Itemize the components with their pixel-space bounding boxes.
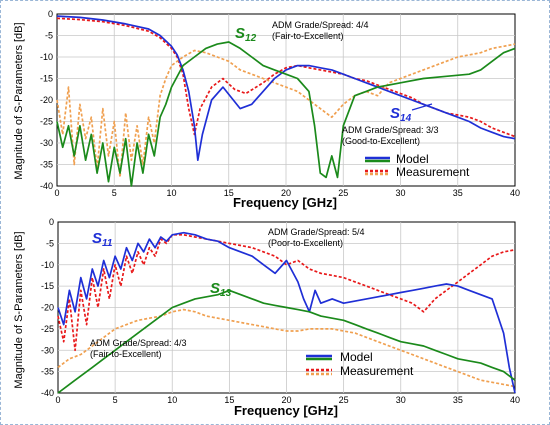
s13-adm-line2: (Fair-to-Excellent): [90, 349, 162, 359]
top-series: [56, 15, 516, 187]
y-tick-label: -10: [40, 52, 53, 62]
y-tick-label: -10: [41, 260, 54, 270]
x-tick-label: 20: [281, 395, 291, 405]
s14-adm-line2: (Good-to-Excellent): [342, 136, 420, 146]
x-tick-label: 5: [112, 188, 117, 198]
bottom-grid: [58, 222, 515, 393]
top-x-axis-label: Frequency [GHz]: [233, 195, 337, 210]
y-tick-label: -25: [40, 117, 53, 127]
y-tick-label: -30: [41, 345, 54, 355]
y-tick-label: -40: [41, 388, 54, 398]
s14-adm-line1: ADM Grade/Spread: 3/3: [342, 125, 439, 135]
bottom-legend-meas-label: Measurement: [340, 364, 414, 378]
x-tick-label: 35: [453, 395, 463, 405]
x-tick-label: 0: [55, 395, 60, 405]
s12-adm-line2: (Fair-to-Excellent): [272, 31, 344, 41]
bottom-series: [57, 231, 516, 394]
bottom-legend-model-label: Model: [340, 350, 373, 364]
y-tick-label: -35: [40, 160, 53, 170]
bottom-y-axis-label: Magnitude of S-Parameters [dB]: [13, 231, 25, 388]
s13-label: S13: [210, 280, 232, 299]
top-legend: Model Measurement: [365, 152, 470, 179]
x-tick-label: 10: [166, 188, 176, 198]
s13-measurement-line: [57, 308, 516, 388]
x-tick-label: 5: [113, 395, 118, 405]
s12-model-line: [56, 41, 516, 187]
y-tick-label: -30: [40, 138, 53, 148]
top-grid: [57, 14, 515, 186]
s14-model-line: [56, 15, 516, 162]
s11-measurement-line: [57, 233, 516, 352]
x-tick-label: 10: [167, 395, 177, 405]
s11-adm-line2: (Poor-to-Excellent): [268, 238, 343, 248]
bottom-panel: 0 5 10 15 20 25 30 35 40 0 -5 -10 -15 -20 -25 -30 -35 -40…: [13, 217, 520, 418]
bottom-x-axis-label: Frequency [GHz]: [234, 403, 338, 418]
top-y-axis-label: Magnitude of S-Parameters [dB]: [13, 22, 25, 179]
x-tick-label: 30: [396, 395, 406, 405]
bottom-legend: Model Measurement: [306, 350, 414, 378]
y-tick-label: -15: [41, 281, 54, 291]
y-tick-label: 0: [48, 9, 53, 19]
s11-adm-line1: ADM Grade/Spread: 5/4: [268, 227, 365, 237]
y-tick-label: -20: [40, 95, 53, 105]
x-tick-label: 15: [224, 188, 234, 198]
s12-label: S12: [235, 25, 257, 44]
x-tick-label: 20: [281, 188, 291, 198]
x-tick-label: 40: [510, 188, 520, 198]
y-tick-label: -40: [40, 181, 53, 191]
x-tick-label: 15: [224, 395, 234, 405]
s14-pointer-arrow: [411, 103, 433, 111]
s12-measurement-line: [56, 43, 516, 179]
s12-adm-line1: ADM Grade/Spread: 4/4: [272, 20, 369, 30]
top-legend-model-label: Model: [396, 152, 429, 166]
y-tick-label: -5: [46, 238, 54, 248]
x-tick-label: 35: [453, 188, 463, 198]
y-tick-label: -20: [41, 303, 54, 313]
s13-model-line: [57, 289, 516, 394]
x-tick-label: 0: [54, 188, 59, 198]
bottom-tick-labels: 0 5 10 15 20 25 30 35 40 0 -5 -10 -15 -20 -25 -30 -35 -40: [41, 217, 520, 405]
y-tick-label: -25: [41, 324, 54, 334]
y-tick-label: -35: [41, 367, 54, 377]
x-tick-label: 25: [338, 188, 348, 198]
s14-label: S14: [390, 105, 412, 124]
y-tick-label: -15: [40, 74, 53, 84]
s11-label: S11: [92, 230, 113, 249]
s11-model-line: [57, 231, 516, 394]
s13-adm-line1: ADM Grade/Spread: 4/3: [90, 338, 187, 348]
top-panel: 0 5 10 15 20 25 30 35 40 0 -5 -10 -15 -20 -25 -30 -35 -40…: [13, 9, 520, 210]
x-tick-label: 30: [395, 188, 405, 198]
x-tick-label: 40: [510, 395, 520, 405]
top-tick-labels: 0 5 10 15 20 25 30 35 40 0 -5 -10 -15 -20 -25 -30 -35 -40: [40, 9, 520, 198]
y-tick-label: 0: [49, 217, 54, 227]
top-legend-meas-label: Measurement: [396, 165, 470, 179]
x-tick-label: 25: [339, 395, 349, 405]
y-tick-label: -5: [45, 31, 53, 41]
